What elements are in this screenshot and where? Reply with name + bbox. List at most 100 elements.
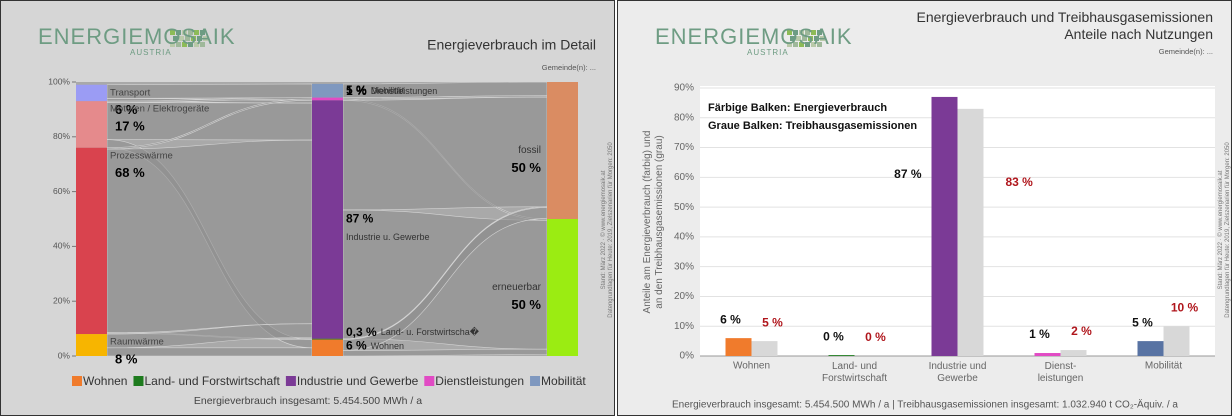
logo-tile [811,42,816,47]
logo-tile [805,30,810,35]
logo-tile [820,36,825,41]
legend-swatch [424,376,435,386]
logo-tile [799,30,804,35]
logo-tile [787,42,792,47]
y-tick-label: 20% [674,291,694,302]
logo-tile [185,36,190,41]
y-tick-label: 10% [674,321,694,332]
node [312,97,343,101]
text-line: Industrie und [929,361,987,372]
footer: Energieverbrauch insgesamt: 5.454.500 MW… [194,395,422,407]
bar [1137,341,1164,356]
logo-tile [200,30,205,35]
value-label: 10 % [1171,300,1199,314]
legend-label: Wohnen [83,374,127,388]
node [312,339,343,356]
node-name: Prozesswärme [110,150,173,161]
legend-swatch [133,376,144,386]
value-label: 1 % [1029,327,1050,341]
node-value: 8 % [115,352,138,367]
side-note: Stand: März 2022 · © www.energiemosaik.a… [600,142,614,318]
subtitle: Gemeinde(n): ... [542,63,596,72]
node-value: 50 % [511,297,541,312]
logo-tile [182,30,187,35]
legend-label: Dienstleistungen [435,374,524,388]
logo-tile [811,30,816,35]
x-tick-label: Wohnen [733,361,770,372]
node-name: Raumwärme [110,337,164,348]
bar [1163,326,1190,356]
flow [106,347,313,357]
logo-tile [817,30,822,35]
x-tick-label: Industrie und Gewerbe [929,361,987,384]
node-name: Transport [110,87,151,98]
node-name: Land- u. Forstwirtscha� [381,326,480,337]
node-value: 6 % [346,339,367,353]
side-note: Stand: März 2022 · © www.energiemosaik.a… [1217,142,1231,318]
y-axis-label: Anteile am Energieverbrauch (farbig) und… [642,131,665,314]
logo: ENERGIEMOSAIK [655,24,853,49]
logo-sub: AUSTRIA [747,48,789,57]
chart-title: Energieverbrauch im Detail [427,37,596,53]
value-label: 5 % [762,315,783,329]
logo-tile [176,42,181,47]
logo: ENERGIEMOSAIK [38,24,236,49]
logo-tile [814,36,819,41]
node-name: Dienstleistungen [371,86,438,96]
y-tick-label: 90% [674,83,694,94]
node-value: 68 % [115,165,145,180]
node-value: 87 % [346,212,374,226]
node-value: 5 % [346,83,367,97]
y-tick-label: 70% [674,142,694,153]
text-line: Energieverbrauch und Treibhausgasemissio… [916,9,1213,25]
logo-tile [790,36,795,41]
legend-label: Industrie und Gewerbe [297,374,419,388]
value-label: 6 % [720,312,741,326]
y-tick-label: 80% [674,112,694,123]
node-value: 50 % [511,160,541,175]
logo-sub: AUSTRIA [130,48,172,57]
y-tick-label: 0% [58,350,71,360]
node-value: 6 % [115,102,138,117]
node-name: fossil [518,145,541,156]
footer: Energieverbrauch insgesamt: 5.454.500 MW… [672,399,1178,411]
text-line: Datengrundlagen für Heute: 2019, Zielsze… [608,142,614,318]
node [312,83,343,98]
node [547,82,578,219]
y-tick-label: 0% [680,351,695,362]
logo-tile [817,42,822,47]
logo-tile [200,42,205,47]
subtitle: Gemeinde(n): ... [1159,47,1213,56]
x-tick-label: Mobilität [1145,361,1182,372]
logo-tile [805,42,810,47]
logo-tile [203,36,208,41]
y-tick-label: 20% [53,295,70,305]
y-tick-label: 60% [53,186,70,196]
node-name: Mobilität [371,85,405,95]
value-label: 2 % [1071,324,1092,338]
bar [931,96,958,356]
text-line: Forstwirtschaft [822,373,887,384]
logo-tile [799,42,804,47]
node [76,101,107,148]
y-tick-label: 100% [48,76,70,86]
bar [828,355,855,356]
text-line: an den Treibhausgasemissionen (grau) [654,135,665,308]
bar [957,108,984,356]
logo-tile [182,42,187,47]
logo-tile [179,36,184,41]
node-name: erneuerbar [492,282,542,293]
x-tick-label: Dienst-leistungen [1038,361,1084,384]
value-label: 5 % [1132,315,1153,329]
text-line: Stand: März 2022 · © www.energiemosaik.a… [600,170,607,289]
y-tick-label: 80% [53,131,70,141]
logo-tile [787,30,792,35]
node [76,147,107,335]
text-line: Anteile nach Nutzungen [1064,26,1213,42]
node [312,338,343,340]
node [76,334,107,356]
chart-title: Energieverbrauch und Treibhausgasemissio… [916,9,1213,42]
text-line: Stand: März 2022 · © www.energiemosaik.a… [1217,170,1224,289]
